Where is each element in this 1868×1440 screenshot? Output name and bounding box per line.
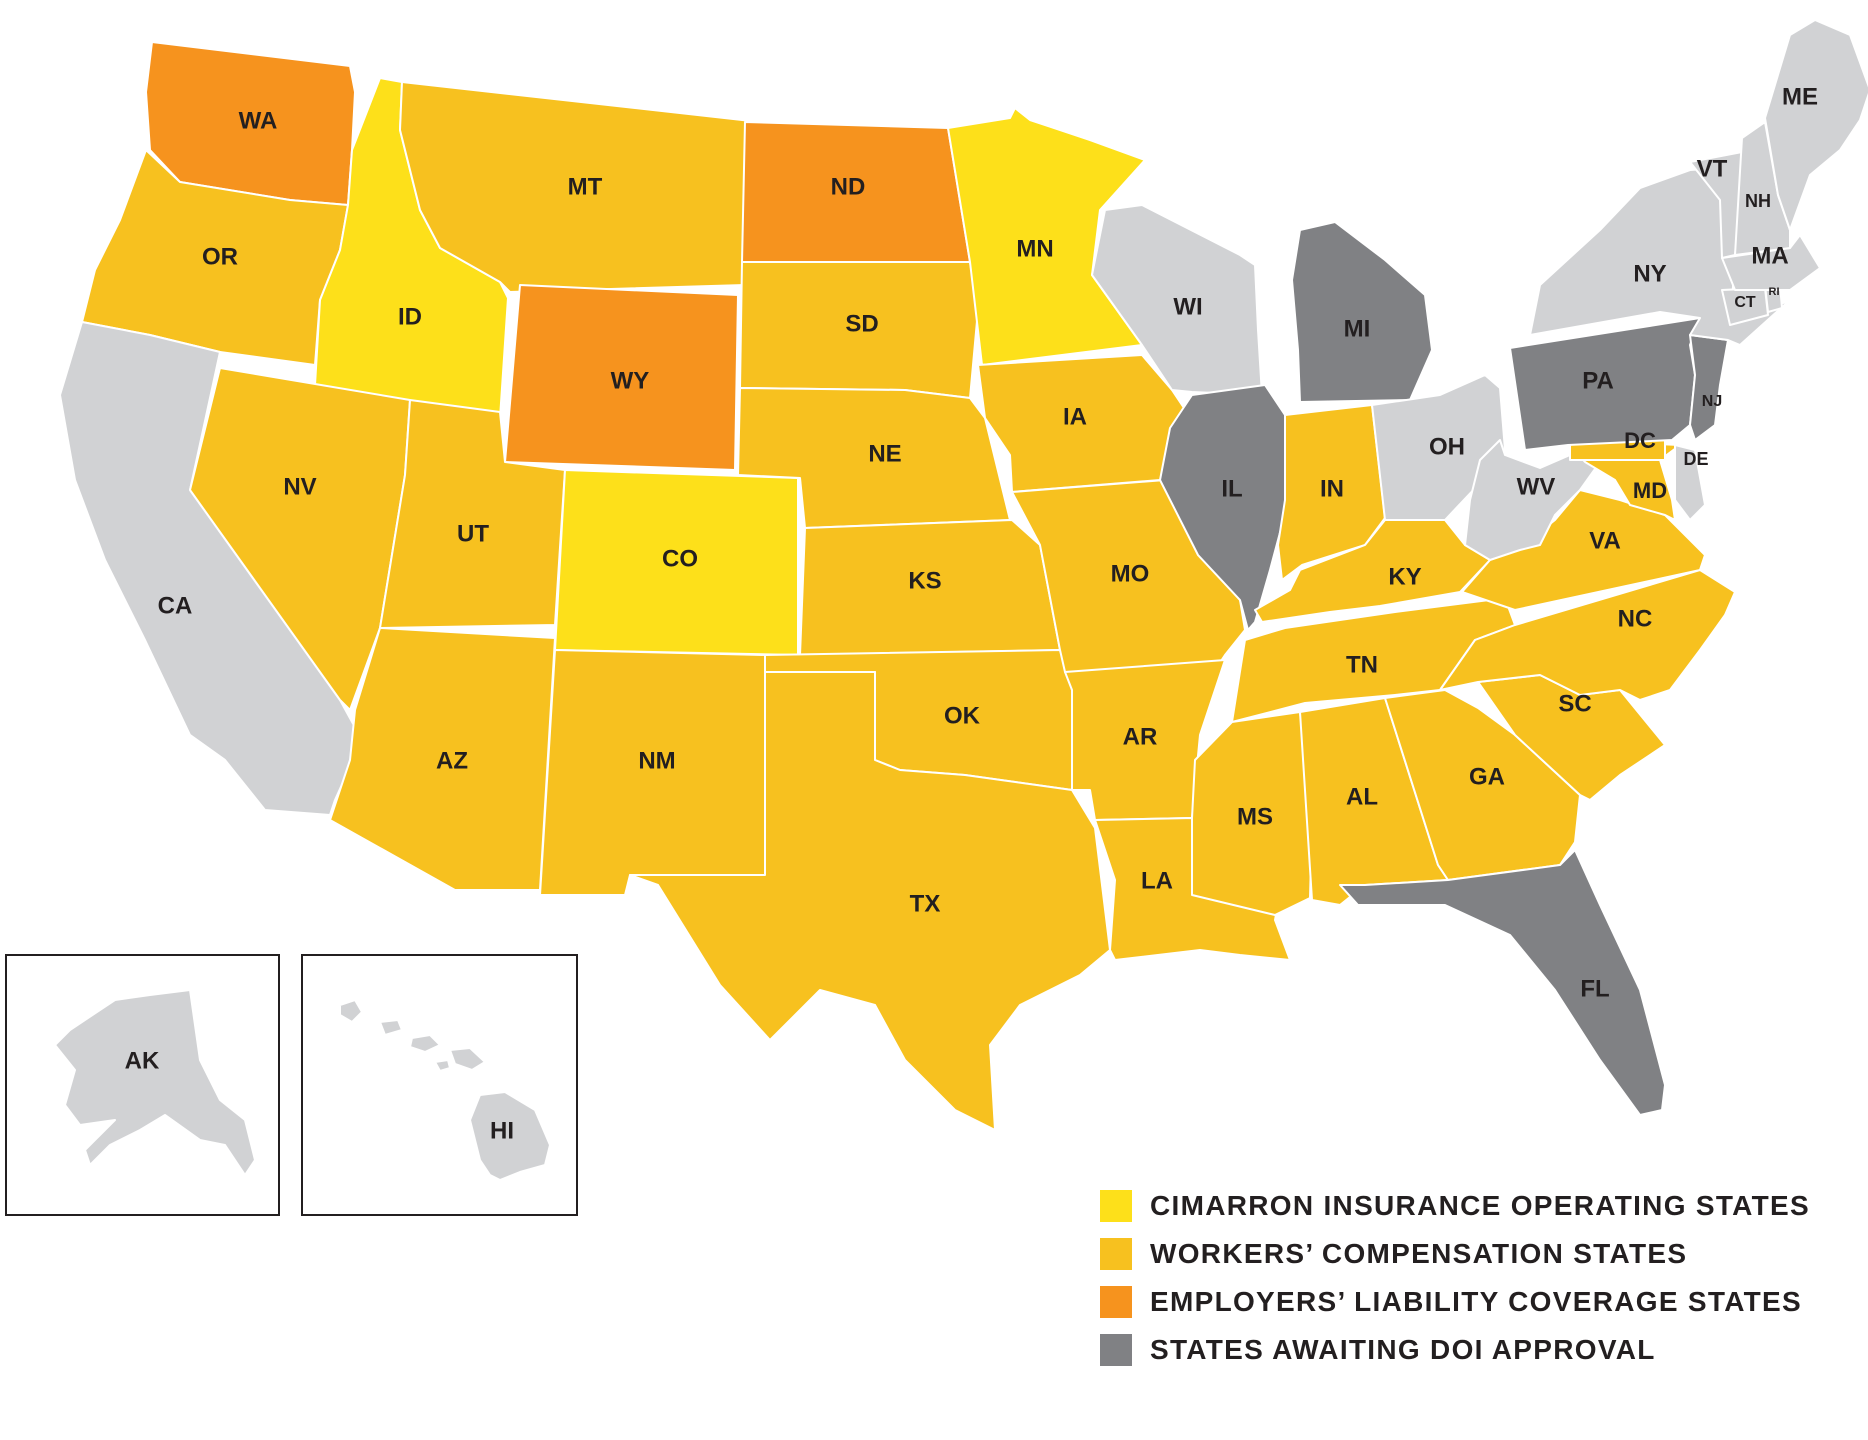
state-label-tn: TN — [1346, 651, 1378, 678]
legend-item-cimarron: CIMARRON INSURANCE OPERATING STATES — [1100, 1182, 1860, 1230]
state-label-oh: OH — [1429, 433, 1465, 460]
state-label-ne: NE — [868, 440, 901, 467]
state-label-nv: NV — [283, 473, 316, 500]
legend-swatch-workers-comp — [1100, 1238, 1132, 1270]
legend-swatch-employers-liability — [1100, 1286, 1132, 1318]
state-label-ct: CT — [1734, 294, 1756, 311]
state-label-ri: RI — [1769, 286, 1780, 298]
state-label-mt: MT — [568, 173, 603, 200]
legend-item-workers-comp: WORKERS’ COMPENSATION STATES — [1100, 1230, 1860, 1278]
state-label-va: VA — [1589, 527, 1621, 554]
state-hi — [339, 999, 551, 1181]
state-label-co: CO — [662, 545, 698, 572]
state-label-in: IN — [1320, 475, 1344, 502]
state-wy — [504, 284, 739, 471]
state-ga — [1384, 689, 1581, 881]
state-label-al: AL — [1346, 783, 1378, 810]
legend-item-awaiting-doi: STATES AWAITING DOI APPROVAL — [1100, 1326, 1860, 1374]
state-wv — [1464, 439, 1601, 561]
state-ca — [59, 321, 363, 816]
state-fl — [1339, 849, 1666, 1116]
state-label-or: OR — [202, 243, 238, 270]
state-label-sc: SC — [1558, 690, 1591, 717]
state-label-la: LA — [1141, 867, 1173, 894]
state-label-az: AZ — [436, 747, 468, 774]
state-label-wa: WA — [239, 107, 278, 134]
state-mi — [1291, 221, 1433, 403]
state-me — [1764, 19, 1868, 231]
state-nj — [1689, 334, 1729, 441]
hawaii-inset-frame — [301, 954, 578, 1216]
state-label-ca: CA — [158, 592, 193, 619]
state-label-vt: VT — [1697, 155, 1728, 182]
legend-swatch-cimarron — [1100, 1190, 1132, 1222]
alaska-inset-frame — [5, 954, 280, 1216]
state-label-ut: UT — [457, 520, 489, 547]
state-label-hi: HI — [490, 1117, 514, 1144]
state-label-id: ID — [398, 303, 422, 330]
state-label-ms: MS — [1237, 803, 1273, 830]
state-label-il: IL — [1221, 475, 1242, 502]
state-label-nm: NM — [638, 747, 675, 774]
state-label-wi: WI — [1173, 293, 1202, 320]
state-label-ky: KY — [1388, 563, 1421, 590]
legend: CIMARRON INSURANCE OPERATING STATES WORK… — [1100, 1182, 1860, 1374]
state-label-wy: WY — [611, 367, 650, 394]
state-label-ak: AK — [125, 1047, 160, 1074]
legend-label-workers-comp: WORKERS’ COMPENSATION STATES — [1150, 1238, 1688, 1269]
state-label-mi: MI — [1344, 315, 1371, 342]
state-label-mo: MO — [1111, 560, 1150, 587]
state-label-me: ME — [1782, 83, 1818, 110]
legend-label-cimarron: CIMARRON INSURANCE OPERATING STATES — [1150, 1190, 1810, 1221]
state-label-wv: WV — [1517, 473, 1556, 500]
state-label-sd: SD — [845, 310, 878, 337]
state-label-nh: NH — [1745, 191, 1771, 211]
state-de — [1674, 444, 1706, 521]
state-nc — [1439, 569, 1736, 701]
state-label-nc: NC — [1618, 605, 1653, 632]
state-mn — [947, 107, 1146, 366]
state-ak — [54, 989, 256, 1176]
state-label-nd: ND — [831, 173, 866, 200]
state-label-de: DE — [1683, 449, 1708, 469]
legend-item-employers-liability: EMPLOYERS’ LIABILITY COVERAGE STATES — [1100, 1278, 1860, 1326]
state-label-ny: NY — [1633, 260, 1666, 287]
state-label-tx: TX — [910, 890, 941, 917]
state-label-ia: IA — [1063, 403, 1087, 430]
state-label-md: MD — [1633, 478, 1667, 503]
state-label-fl: FL — [1580, 975, 1609, 1002]
legend-label-employers-liability: EMPLOYERS’ LIABILITY COVERAGE STATES — [1150, 1286, 1802, 1317]
state-label-ok: OK — [944, 702, 981, 729]
state-tx — [629, 671, 1111, 1131]
legend-swatch-awaiting-doi — [1100, 1334, 1132, 1366]
state-label-nj: NJ — [1702, 393, 1722, 410]
state-or — [81, 149, 349, 366]
legend-label-awaiting-doi: STATES AWAITING DOI APPROVAL — [1150, 1334, 1656, 1365]
state-label-pa: PA — [1582, 367, 1614, 394]
state-label-ma: MA — [1751, 242, 1788, 269]
state-label-dc: DC — [1624, 428, 1656, 453]
state-label-mn: MN — [1016, 235, 1053, 262]
state-label-ar: AR — [1123, 723, 1158, 750]
state-label-ks: KS — [908, 567, 941, 594]
state-label-ga: GA — [1469, 763, 1505, 790]
